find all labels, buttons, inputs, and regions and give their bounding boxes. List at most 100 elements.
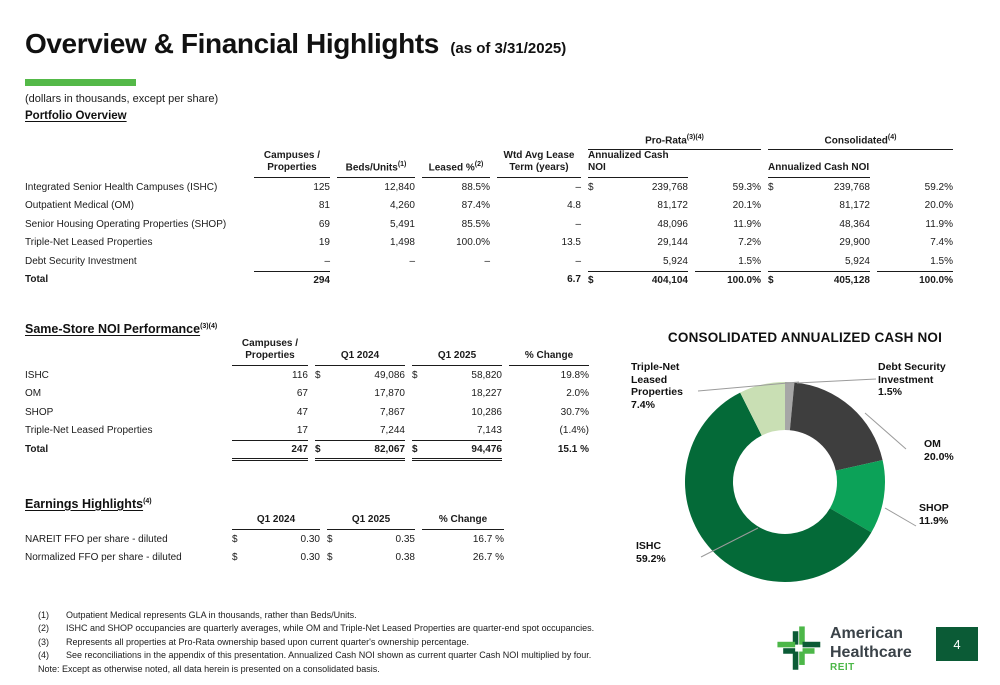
- accent-bar: [25, 79, 136, 86]
- row-label: SHOP: [25, 406, 54, 418]
- q1-2024-value: 7,867: [379, 406, 405, 418]
- page-title: Overview & Financial Highlights: [25, 28, 439, 59]
- term-value: 4.8: [567, 200, 581, 212]
- same-store-table: Campuses / Properties Q1 2024 Q1 2025 % C…: [18, 338, 596, 460]
- q1-2024-value: $49,086: [315, 369, 405, 381]
- campuses-value: 125: [313, 181, 330, 193]
- pro-rata-noi-value: 29,144: [657, 237, 688, 249]
- campuses-value: 67: [296, 388, 308, 400]
- callout-ishc: ISHC 59.2%: [636, 540, 666, 565]
- table-row: Triple-Net Leased Properties 17 7,244 7,…: [25, 422, 589, 441]
- campuses-value: 81: [318, 200, 330, 212]
- footnote-item: (1) Outpatient Medical represents GLA in …: [38, 610, 357, 620]
- earnings-heading: Earnings Highlights(4): [25, 497, 152, 511]
- logo-line-healthcare: Healthcare: [830, 644, 912, 661]
- campuses-value: 247: [232, 440, 308, 460]
- pro-rata-group-header: Pro-Rata(3)(4): [588, 130, 761, 150]
- q1-2025-value: $94,476: [412, 440, 502, 460]
- consolidated-noi-header: Annualized Cash NOI: [768, 150, 870, 178]
- campuses-header: Campuses / Properties: [232, 338, 308, 366]
- q1-2025-value: $58,820: [412, 369, 502, 381]
- consolidated-pct-value: 100.0%: [877, 270, 953, 290]
- units-note: (dollars in thousands, except per share): [25, 93, 219, 105]
- row-label: Integrated Senior Health Campuses (ISHC): [25, 181, 218, 193]
- pro-rata-pct-value: 59.3%: [732, 181, 761, 193]
- row-label: Total: [25, 443, 49, 455]
- q1-2024-value: $0.30: [232, 552, 320, 564]
- leader-line-ishc: [700, 527, 759, 558]
- cross-icon: [777, 626, 821, 670]
- earnings-table: Q1 2024 Q1 2025 % Change NAREIT FFO per …: [18, 514, 511, 567]
- callout-shop: SHOP 11.9%: [919, 502, 949, 527]
- table-row: Triple-Net Leased Properties 19 1,498 10…: [25, 234, 953, 253]
- beds-value: 4,260: [389, 200, 415, 212]
- row-label: NAREIT FFO per share - diluted: [25, 533, 168, 545]
- pro-rata-noi-value: 5,924: [662, 255, 688, 267]
- pro-rata-pct-value: 20.1%: [732, 200, 761, 212]
- logo-text: American Healthcare REIT: [830, 624, 912, 674]
- leader-line-om: [864, 412, 907, 450]
- column-header-row: Q1 2024 Q1 2025 % Change: [25, 514, 504, 530]
- change-value: 15.1 %: [557, 443, 589, 455]
- row-label: Total: [25, 274, 49, 286]
- leased-value: –: [484, 255, 490, 267]
- row-label: OM: [25, 388, 42, 400]
- consolidated-noi-value: 81,172: [839, 200, 870, 212]
- table-row: ISHC 116 $49,086 $58,820 19.8%: [25, 366, 589, 385]
- donut-slice-triple-net-leased-properties: [740, 382, 785, 436]
- consolidated-noi-value: $239,768: [768, 181, 870, 193]
- q1-2024-value: $0.30: [232, 533, 320, 545]
- campuses-header: Campuses / Properties: [254, 150, 330, 178]
- consolidated-pct-value: 20.0%: [924, 200, 953, 212]
- row-label: Normalized FFO per share - diluted: [25, 552, 182, 564]
- callout-debt-security: Debt Security Investment 1.5%: [878, 361, 946, 398]
- footnotes: (1) Outpatient Medical represents GLA in …: [38, 609, 758, 676]
- pro-rata-pct-value: 11.9%: [733, 218, 761, 230]
- term-value: –: [575, 181, 581, 193]
- group-header-row: Pro-Rata(3)(4) Consolidated(4): [25, 130, 953, 150]
- row-label: Outpatient Medical (OM): [25, 200, 134, 212]
- row-label: Senior Housing Operating Properties (SHO…: [25, 218, 227, 230]
- q1-2025-value: 10,286: [471, 406, 502, 418]
- beds-value: 1,498: [389, 237, 415, 249]
- change-value: 19.8%: [560, 369, 589, 381]
- change-value: 2.0%: [566, 388, 589, 400]
- donut-chart: [685, 378, 917, 582]
- chart-title: CONSOLIDATED ANNUALIZED CASH NOI: [667, 330, 943, 345]
- consolidated-noi-value: $405,128: [768, 270, 870, 290]
- term-value: –: [575, 255, 581, 267]
- column-header-row: Campuses / Properties Q1 2024 Q1 2025 % C…: [25, 338, 589, 366]
- table-row: Normalized FFO per share - diluted $0.30…: [25, 549, 504, 568]
- pro-rata-noi-value: 81,172: [657, 200, 688, 212]
- leader-lines: [697, 378, 917, 558]
- logo-line-american: American: [830, 625, 903, 642]
- row-label: Debt Security Investment: [25, 255, 137, 267]
- q1-2025-value: 7,143: [476, 425, 502, 437]
- donut-slice-ishc: [685, 392, 872, 582]
- portfolio-overview-heading: Portfolio Overview: [25, 110, 127, 122]
- beds-value: –: [409, 255, 415, 267]
- change-header: % Change: [509, 338, 589, 366]
- page-header: Overview & Financial Highlights (as of 3…: [25, 28, 566, 60]
- same-store-heading: Same-Store NOI Performance(3)(4): [25, 322, 218, 336]
- table-row: Integrated Senior Health Campuses (ISHC)…: [25, 178, 953, 197]
- term-value: 6.7: [567, 274, 581, 286]
- leader-line-shop: [884, 507, 917, 527]
- term-header: Wtd Avg Lease Term (years): [497, 150, 581, 178]
- beds-header: Beds/Units(1): [337, 150, 415, 178]
- q1-2024-value: 7,244: [379, 425, 405, 437]
- table-row: SHOP 47 7,867 10,286 30.7%: [25, 403, 589, 422]
- leader-line-debt: [796, 378, 877, 384]
- consolidated-pct-value: 11.9%: [925, 218, 953, 230]
- change-value: 16.7 %: [472, 533, 504, 545]
- table-row: NAREIT FFO per share - diluted $0.30 $0.…: [25, 530, 504, 549]
- q1-2024-header: Q1 2024: [232, 514, 320, 530]
- change-value: 26.7 %: [472, 552, 504, 564]
- page-number-badge: 4: [936, 627, 978, 661]
- consolidated-pct-value: 1.5%: [930, 255, 953, 267]
- change-header: % Change: [422, 514, 504, 530]
- ahr-logo: American Healthcare REIT: [776, 624, 912, 674]
- logo-line-reit: REIT: [830, 662, 855, 673]
- total-row: Total 247 $82,067 $94,476 15.1 %: [25, 440, 589, 460]
- pro-rata-pct-value: 1.5%: [738, 255, 761, 267]
